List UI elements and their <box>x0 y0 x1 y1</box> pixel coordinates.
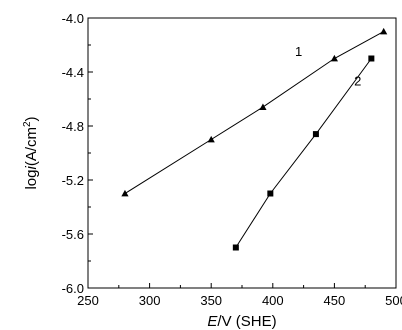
series-2-label: 2 <box>354 74 361 89</box>
series-1-point <box>259 103 267 110</box>
x-tick-label: 500 <box>385 293 402 308</box>
x-tick-label: 450 <box>324 293 346 308</box>
axis-ticks <box>87 17 397 289</box>
series-1-label: 1 <box>295 44 302 59</box>
y-tick-label: -6.0 <box>62 281 84 296</box>
series-2-point <box>368 55 375 62</box>
y-tick-label: -4.4 <box>62 65 84 80</box>
x-tick-label: 350 <box>200 293 222 308</box>
x-tick-label: 400 <box>262 293 284 308</box>
series-2-line <box>235 58 372 248</box>
series-1-point <box>121 189 129 197</box>
y-tick-label: -5.6 <box>62 227 84 242</box>
series-1-point <box>207 135 215 143</box>
x-tick-labels: 250 300 350 400 450 500 <box>77 293 402 308</box>
plot-frame <box>87 17 397 289</box>
y-axis-title: logi(A/cm2) <box>22 116 40 189</box>
y-tick-label: -4.0 <box>62 11 84 26</box>
x-axis-title: E/V (SHE) <box>207 313 276 330</box>
series-1-line <box>124 31 384 194</box>
y-tick-labels: -6.0 -5.6 -5.2 -4.8 -4.4 -4.0 <box>62 11 84 296</box>
x-tick-label: 250 <box>77 293 99 308</box>
series-1-point <box>380 27 388 35</box>
series-2-point <box>312 131 319 138</box>
series-labels: 12 <box>295 44 361 89</box>
series-markers <box>121 27 388 251</box>
x-tick-label: 300 <box>139 293 161 308</box>
series-1-point <box>330 54 338 62</box>
y-tick-label: -4.8 <box>62 119 84 134</box>
y-tick-label: -5.2 <box>62 173 84 188</box>
series-lines <box>124 31 384 248</box>
series-2-point <box>232 244 239 251</box>
series-2-point <box>267 190 274 197</box>
